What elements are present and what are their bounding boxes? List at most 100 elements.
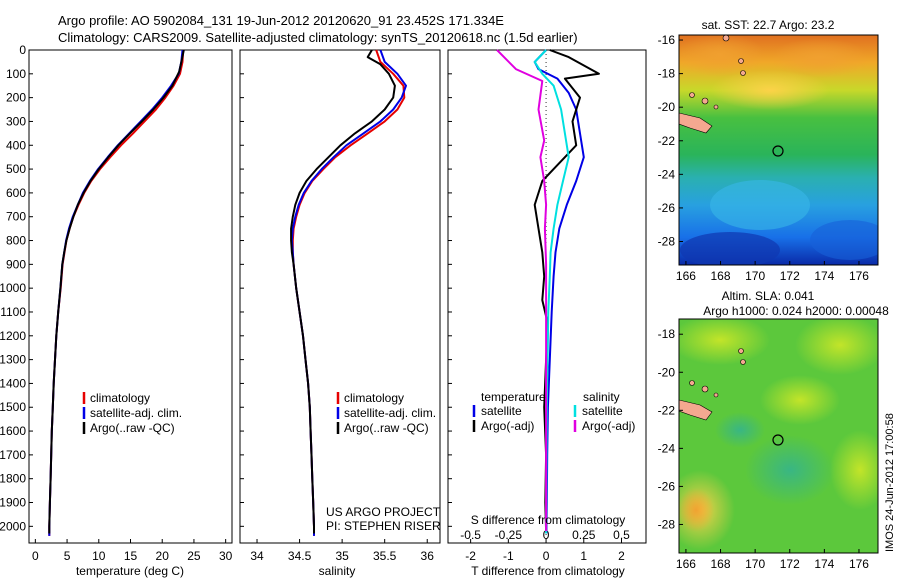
series-line-satellite-adj-clim bbox=[290, 49, 407, 536]
t-difference-axis-title: T difference from climatology bbox=[471, 564, 625, 578]
depth-tick-label: 200 bbox=[6, 91, 26, 105]
x-tick-label: 15 bbox=[124, 549, 138, 563]
lat-tick-label: -22 bbox=[658, 134, 676, 148]
salinity-axis-title: salinity bbox=[319, 564, 356, 578]
depth-tick-label: 600 bbox=[6, 186, 26, 200]
legend-label-s-satellite: satellite bbox=[582, 404, 623, 418]
x-tick-label: 25 bbox=[187, 549, 201, 563]
island bbox=[689, 92, 695, 98]
pi-label: PI: STEPHEN RISER bbox=[326, 519, 441, 533]
sst-map-ticks: 166 168 170 172 174 176 -16 -18 -20 -22 -24 -26 -28 bbox=[658, 33, 870, 283]
sla-high-patch bbox=[679, 319, 770, 365]
series-line-satellite-adj-clim bbox=[48, 49, 184, 536]
depth-tick-label: 0 bbox=[19, 43, 26, 57]
s-tick-label: -0.25 bbox=[495, 528, 523, 542]
legend-label-t-satellite: satellite bbox=[481, 404, 522, 418]
lat-tick-label: -18 bbox=[658, 327, 676, 341]
sla-high-patch bbox=[830, 430, 878, 510]
x-tick-label: 0 bbox=[32, 549, 39, 563]
legend-label-climatology: climatology bbox=[90, 391, 150, 405]
x-tick-label: 1 bbox=[580, 549, 587, 563]
difference-plot: -2 -1 0 1 2-0.5 -0.25 0 0.25 0.5 bbox=[460, 49, 630, 563]
s-tick-label: 0.25 bbox=[572, 528, 596, 542]
difference-panel-frame bbox=[447, 49, 647, 544]
lon-tick-label: 170 bbox=[745, 269, 765, 283]
lon-tick-label: 168 bbox=[711, 557, 731, 571]
legend-label-satellite: satellite-adj. clim. bbox=[344, 406, 436, 420]
coastline-land bbox=[679, 112, 713, 134]
island bbox=[740, 359, 746, 365]
lat-tick-label: -24 bbox=[658, 441, 676, 455]
lon-tick-label: 176 bbox=[849, 269, 869, 283]
series-line-argo-raw-qc bbox=[48, 49, 185, 534]
depth-tick-label: 500 bbox=[6, 162, 26, 176]
x-tick-label: 5 bbox=[64, 549, 71, 563]
depth-axis: 0 100 200 300 400 500 600 700 800 900 1000 1100 1200… bbox=[0, 43, 452, 533]
x-tick-label: -2 bbox=[465, 549, 476, 563]
sst-cool-patch bbox=[710, 180, 810, 230]
lat-tick-label: -28 bbox=[658, 234, 676, 248]
x-tick-label: 35.5 bbox=[373, 549, 397, 563]
lat-tick-label: -22 bbox=[658, 403, 676, 417]
argo-float-location bbox=[772, 145, 784, 157]
legend-label-argo: Argo(..raw -QC) bbox=[344, 421, 429, 435]
x-tick-label: 35 bbox=[335, 549, 349, 563]
depth-tick-label: 300 bbox=[6, 114, 26, 128]
depth-tick-label: 1300 bbox=[0, 353, 26, 367]
lon-tick-label: 166 bbox=[676, 269, 696, 283]
lat-tick-label: -24 bbox=[658, 167, 676, 181]
lat-tick-label: -28 bbox=[658, 517, 676, 531]
sst-map-title: sat. SST: 22.7 Argo: 23.2 bbox=[702, 18, 835, 32]
sla-map-ticks: 166 168 170 172 174 176 -18 -20 -22 -24 -26 -28 bbox=[658, 327, 870, 571]
sst-map: sat. SST: 22.7 Argo: 23.2 166 168 170 172 17… bbox=[658, 18, 879, 283]
series-line-climatology bbox=[48, 49, 185, 536]
temperature-axis-title: temperature (deg C) bbox=[76, 564, 184, 578]
x-tick-label: -1 bbox=[503, 549, 514, 563]
lat-tick-label: -20 bbox=[658, 100, 676, 114]
sst-warm-patch bbox=[679, 35, 765, 77]
legend-label-t-argo: Argo(-adj) bbox=[481, 419, 534, 433]
x-tick-label: 20 bbox=[156, 549, 170, 563]
series-line-s-argo-adj bbox=[496, 49, 548, 532]
x-tick-label: 36 bbox=[421, 549, 435, 563]
lon-tick-label: 174 bbox=[814, 557, 834, 571]
depth-tick-label: 2000 bbox=[0, 519, 26, 533]
depth-tick-label: 100 bbox=[6, 67, 26, 81]
island bbox=[738, 348, 744, 354]
lon-tick-label: 172 bbox=[780, 269, 800, 283]
depth-tick-label: 1700 bbox=[0, 448, 26, 462]
island bbox=[701, 385, 709, 393]
legend-title-temperature: temperature bbox=[481, 390, 546, 404]
lon-tick-label: 172 bbox=[780, 557, 800, 571]
lon-tick-label: 170 bbox=[745, 557, 765, 571]
salinity-legend: climatology satellite-adj. clim. Argo(..… bbox=[336, 391, 436, 435]
lon-tick-label: 174 bbox=[814, 269, 834, 283]
island bbox=[738, 58, 744, 64]
sla-low-patch bbox=[745, 435, 835, 505]
x-tick-label: 34 bbox=[250, 549, 264, 563]
lat-tick-label: -26 bbox=[658, 201, 676, 215]
argo-float-location bbox=[772, 434, 784, 446]
sla-peak-patch bbox=[679, 488, 714, 532]
series-line-t-satellite bbox=[533, 49, 585, 534]
sla-map-frame bbox=[678, 318, 879, 554]
legend-label-argo: Argo(..raw -QC) bbox=[90, 421, 175, 435]
sla-high-patch bbox=[795, 319, 878, 375]
s-tick-label: -0.5 bbox=[460, 528, 481, 542]
salinity-panel-frame bbox=[239, 49, 441, 544]
depth-tick-label: 1000 bbox=[0, 281, 26, 295]
salinity-plot: 34 34.5 35 35.5 36 bbox=[250, 49, 435, 563]
depth-tick-label: 700 bbox=[6, 210, 26, 224]
depth-tick-label: 400 bbox=[6, 138, 26, 152]
legend-label-satellite: satellite-adj. clim. bbox=[90, 406, 182, 420]
series-line-t-argo-adj bbox=[533, 49, 600, 532]
temperature-legend: climatology satellite-adj. clim. Argo(..… bbox=[82, 391, 182, 435]
sst-cold-patch bbox=[810, 220, 878, 260]
timestamp-label: IMOS 24-Jun-2012 17:00:58 bbox=[884, 413, 896, 552]
lat-tick-label: -16 bbox=[658, 33, 676, 47]
lon-tick-label: 166 bbox=[676, 557, 696, 571]
sst-warm-patch bbox=[770, 38, 870, 78]
lat-tick-label: -20 bbox=[658, 365, 676, 379]
legend-label-s-argo: Argo(-adj) bbox=[582, 419, 635, 433]
